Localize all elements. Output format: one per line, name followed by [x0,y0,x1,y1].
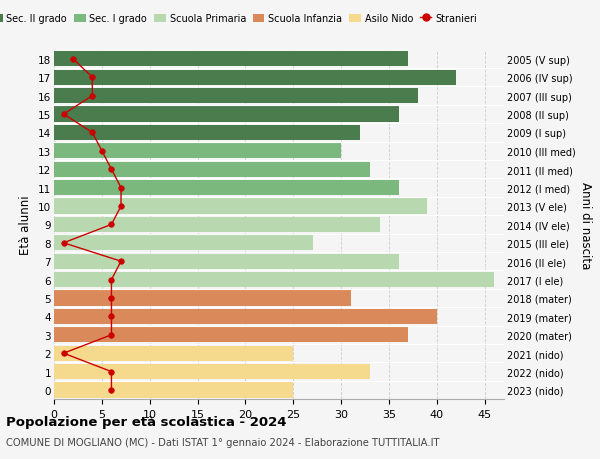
Bar [54,126,361,140]
Bar [54,254,398,269]
Legend: Sec. II grado, Sec. I grado, Scuola Primaria, Scuola Infanzia, Asilo Nido, Stran: Sec. II grado, Sec. I grado, Scuola Prim… [0,10,481,28]
Bar [54,328,408,342]
Bar [54,52,408,67]
Bar [54,364,370,379]
Text: Popolazione per età scolastica - 2024: Popolazione per età scolastica - 2024 [6,415,287,428]
Bar [54,236,313,251]
Bar [54,162,370,177]
Bar [54,71,456,85]
Bar [54,89,418,104]
Bar [54,218,380,232]
Bar [54,273,494,287]
Bar [54,291,351,306]
Bar [54,309,437,324]
Y-axis label: Età alunni: Età alunni [19,195,32,255]
Bar [54,383,293,397]
Bar [54,346,293,361]
Bar [54,107,398,122]
Y-axis label: Anni di nascita: Anni di nascita [579,181,592,269]
Bar [54,181,398,196]
Text: COMUNE DI MOGLIANO (MC) - Dati ISTAT 1° gennaio 2024 - Elaborazione TUTTITALIA.I: COMUNE DI MOGLIANO (MC) - Dati ISTAT 1° … [6,437,439,447]
Bar [54,199,427,214]
Bar [54,144,341,159]
